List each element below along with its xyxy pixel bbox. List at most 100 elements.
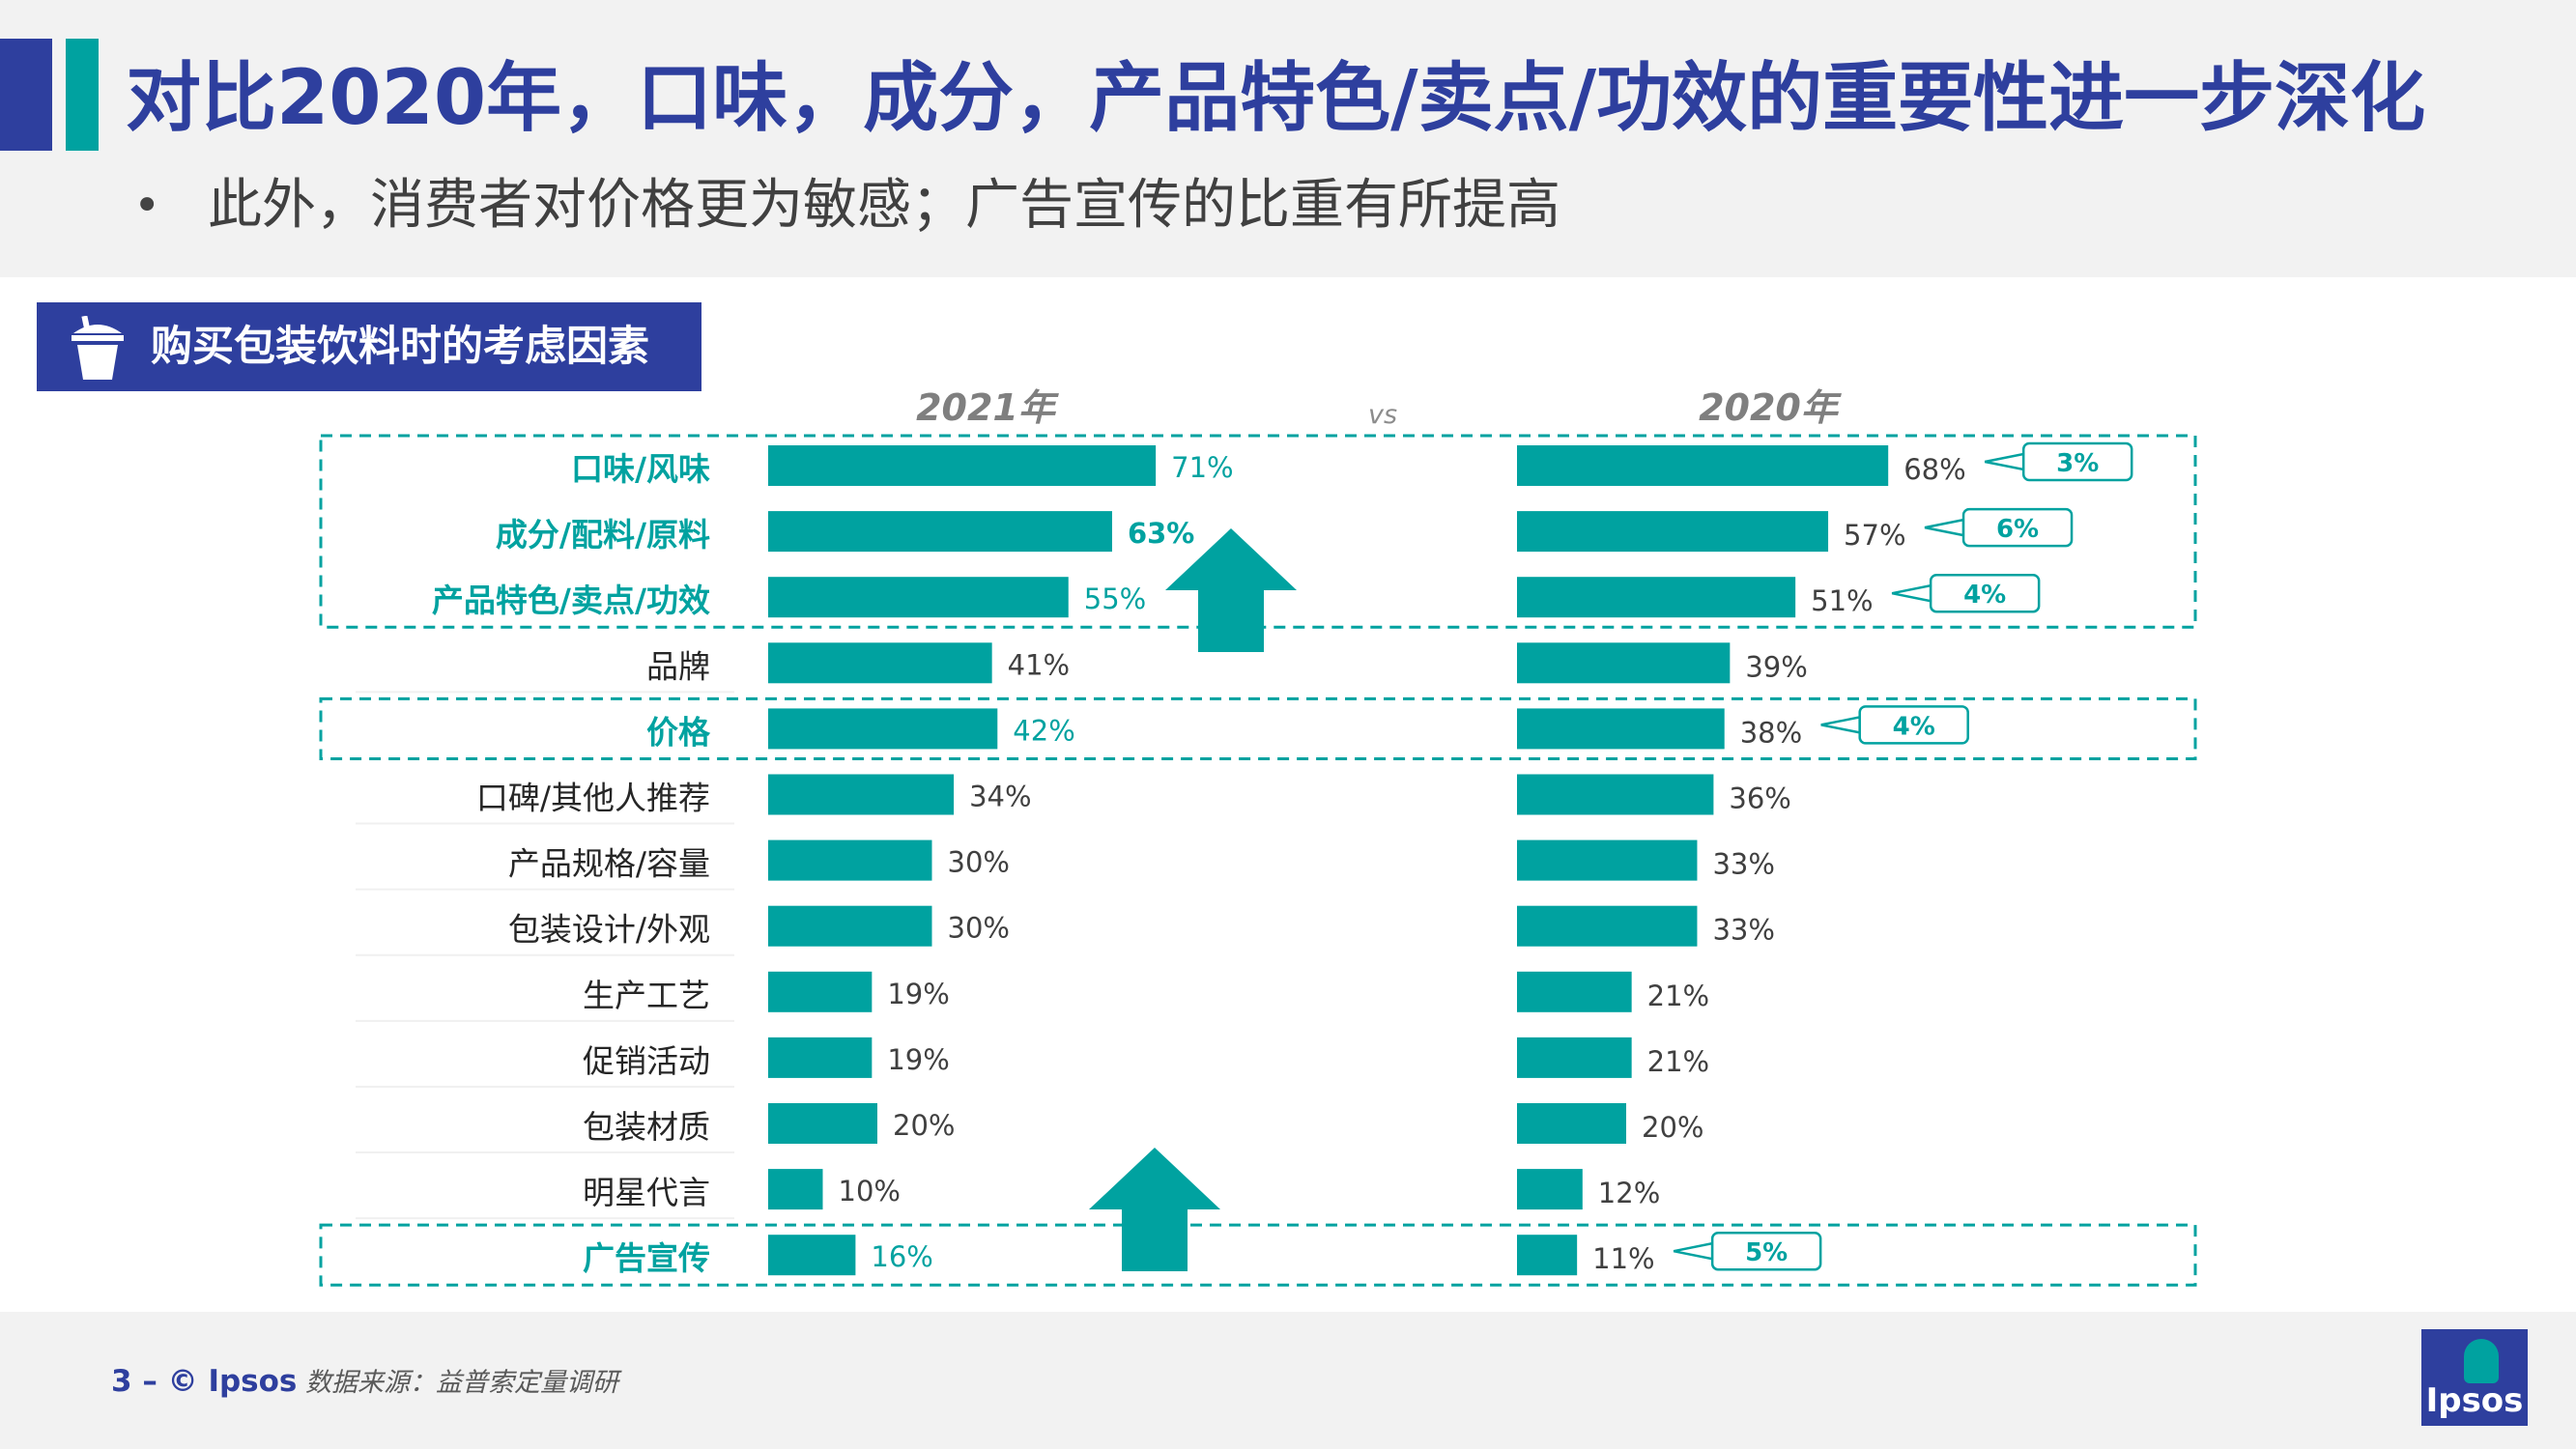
category-label-明星代言: 明星代言: [583, 1174, 710, 1211]
bar-2020-生产工艺: [1517, 971, 1632, 1012]
bar-2021-明星代言: [768, 1169, 823, 1210]
bar-2020-成分-配料-原料: [1517, 511, 1829, 553]
page-subtitle: 此外，消费者对价格更为敏感；广告宣传的比重有所提高: [208, 174, 1560, 237]
value-label-2021-促销活动: 19%: [887, 1043, 949, 1076]
bar-2021-生产工艺: [768, 971, 873, 1012]
difference-label-产品特色-卖点-功效: 4%: [1963, 581, 2006, 610]
ipsos-logo: Ipsos: [2421, 1329, 2528, 1426]
highlight-frame-1: [319, 696, 2197, 760]
category-label-包装材质: 包装材质: [583, 1108, 710, 1146]
value-label-2020-包装设计-外观: 33%: [1712, 914, 1774, 947]
difference-callout-pointer: [1924, 518, 1965, 537]
value-label-2021-价格: 42%: [1013, 714, 1074, 747]
difference-label-价格: 4%: [1893, 712, 1935, 741]
page-title: 对比2020年，口味，成分，产品特色/卖点/功效的重要性进一步深化: [126, 55, 2426, 142]
value-label-2020-包装材质: 20%: [1642, 1111, 1703, 1144]
value-label-2021-包装材质: 20%: [893, 1109, 955, 1142]
category-label-成分-配料-原料: 成分/配料/原料: [496, 516, 710, 554]
category-label-产品规格-容量: 产品规格/容量: [508, 845, 710, 883]
category-label-促销活动: 促销活动: [583, 1042, 710, 1080]
bar-2020-明星代言: [1517, 1169, 1583, 1210]
bar-2021-口味-风味: [768, 445, 1157, 486]
bar-2020-产品特色-卖点-功效: [1517, 577, 1796, 618]
value-label-2021-品牌: 41%: [1008, 648, 1070, 681]
bar-2021-促销活动: [768, 1037, 873, 1078]
category-label-生产工艺: 生产工艺: [583, 977, 710, 1014]
bar-2020-包装材质: [1517, 1103, 1626, 1144]
value-label-2021-明星代言: 10%: [839, 1175, 901, 1208]
category-label-产品特色-卖点-功效: 产品特色/卖点/功效: [432, 582, 710, 619]
value-label-2021-广告宣传: 16%: [871, 1240, 932, 1273]
category-label-价格: 价格: [646, 713, 711, 751]
title-accent-bar-blue: [0, 39, 52, 151]
value-label-2021-产品特色-卖点-功效: 55%: [1084, 582, 1146, 615]
value-label-2021-生产工艺: 19%: [887, 978, 949, 1010]
bar-2021-价格: [768, 708, 998, 750]
section-label: 购买包装饮料时的考虑因素: [37, 302, 701, 391]
highlight-frame-2: [319, 1223, 2197, 1287]
bar-2020-品牌: [1517, 642, 1731, 684]
bar-2021-包装材质: [768, 1103, 877, 1144]
value-label-2021-口碑-其他人推荐: 34%: [969, 781, 1031, 813]
bar-2021-口碑-其他人推荐: [768, 774, 955, 815]
difference-callout-pointer: [1820, 715, 1861, 734]
bar-2020-价格: [1517, 708, 1725, 750]
difference-callout-box: [1710, 1231, 1822, 1271]
bar-2021-产品规格-容量: [768, 839, 932, 881]
bar-2021-品牌: [768, 642, 992, 684]
bar-2021-产品特色-卖点-功效: [768, 577, 1069, 618]
category-label-广告宣传: 广告宣传: [583, 1239, 710, 1277]
vs-label: vs: [1368, 400, 1398, 430]
category-label-品牌: 品牌: [646, 647, 710, 685]
difference-callout-pointer: [1984, 452, 2025, 471]
bar-2021-成分-配料-原料: [768, 511, 1112, 553]
series-header-2021: 2021年: [916, 386, 1055, 429]
bar-2020-促销活动: [1517, 1037, 1632, 1078]
up-arrow-icon: [1165, 528, 1297, 652]
value-label-2020-品牌: 39%: [1745, 650, 1807, 683]
category-label-口味-风味: 口味/风味: [571, 450, 710, 488]
up-arrow-icon: [1089, 1148, 1220, 1271]
bar-2021-包装设计-外观: [768, 905, 932, 947]
series-header-2020: 2020年: [1699, 386, 1838, 429]
value-label-2020-产品规格-容量: 33%: [1712, 848, 1774, 881]
bar-2020-产品规格-容量: [1517, 839, 1698, 881]
drink-cup-icon: [72, 316, 124, 380]
bar-2021-广告宣传: [768, 1235, 856, 1276]
value-label-2020-成分-配料-原料: 57%: [1844, 519, 1905, 552]
bar-2020-口碑-其他人推荐: [1517, 774, 1714, 815]
value-label-2021-包装设计-外观: 30%: [948, 912, 1010, 945]
section-label-text: 购买包装饮料时的考虑因素: [151, 323, 649, 371]
value-label-2020-口味-风味: 68%: [1903, 453, 1965, 486]
value-label-2020-生产工艺: 21%: [1647, 980, 1709, 1012]
logo-text: Ipsos: [2425, 1381, 2524, 1420]
logo-figure-icon: [2464, 1339, 2499, 1383]
difference-callout-box: [1858, 705, 1969, 745]
footer-band: [0, 1312, 2576, 1449]
difference-label-成分-配料-原料: 6%: [1996, 515, 2039, 544]
category-label-包装设计-外观: 包装设计/外观: [508, 911, 710, 949]
difference-callout-pointer: [1673, 1241, 1714, 1261]
value-label-2020-价格: 38%: [1740, 716, 1802, 749]
value-label-2021-口味-风味: 71%: [1171, 451, 1233, 484]
difference-callout-box: [1929, 573, 2041, 613]
value-label-2020-广告宣传: 11%: [1592, 1242, 1654, 1275]
value-label-2020-明星代言: 12%: [1598, 1177, 1660, 1209]
footer-page-number: 3 – © Ipsos: [111, 1364, 298, 1399]
value-label-2020-产品特色-卖点-功效: 51%: [1811, 584, 1873, 617]
value-label-2021-产品规格-容量: 30%: [948, 846, 1010, 879]
bar-2020-广告宣传: [1517, 1235, 1578, 1276]
category-label-口碑-其他人推荐: 口碑/其他人推荐: [476, 780, 710, 817]
footer-source: 数据来源：益普索定量调研: [305, 1368, 618, 1398]
title-accent-bar-teal: [66, 39, 99, 151]
bar-2020-包装设计-外观: [1517, 905, 1698, 947]
difference-label-口味-风味: 3%: [2056, 449, 2099, 478]
value-label-2020-口碑-其他人推荐: 36%: [1729, 782, 1790, 815]
difference-callout-pointer: [1891, 583, 1932, 603]
difference-label-广告宣传: 5%: [1745, 1238, 1788, 1267]
difference-callout-box: [1961, 507, 2074, 548]
bar-2020-口味-风味: [1517, 445, 1889, 486]
difference-callout-box: [2021, 441, 2133, 482]
value-label-2021-成分-配料-原料: 63%: [1128, 517, 1194, 550]
